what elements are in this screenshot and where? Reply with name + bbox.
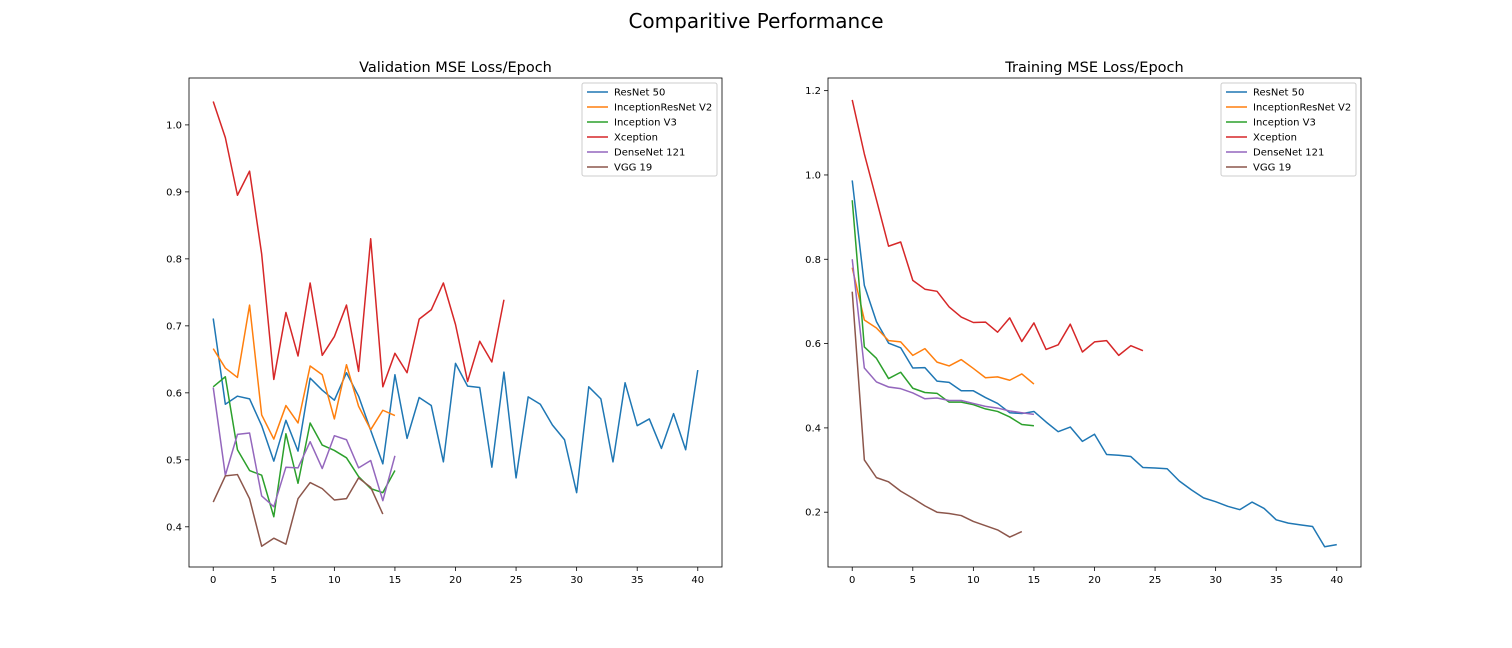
legend-label: Inception V3 <box>1253 118 1316 129</box>
legend-label: DenseNet 121 <box>1253 148 1324 159</box>
y-tick-label: 0.8 <box>805 255 821 266</box>
x-tick-label: 0 <box>849 575 855 586</box>
legend-label: InceptionResNet V2 <box>614 103 712 114</box>
series-line-vgg-19 <box>851 291 1023 538</box>
x-tick-label: 15 <box>1028 575 1041 586</box>
legend-box <box>581 82 718 177</box>
chart-title: Validation MSE Loss/Epoch <box>359 60 552 76</box>
series-line-densenet-121 <box>851 259 1035 416</box>
series-line-inception-v3 <box>851 200 1035 427</box>
legend: ResNet 50 InceptionResNet V2 Inception V3 X… <box>581 82 718 177</box>
y-tick-label: 0.8 <box>166 254 182 265</box>
series-line-xception <box>212 101 505 388</box>
series-line-resnet-50 <box>212 318 699 494</box>
chart-1: Training MSE Loss/Epoch 0 5 10 15 20 25 30 35 40 0… <box>805 60 1362 586</box>
legend-label: InceptionResNet V2 <box>1253 103 1351 114</box>
x-tick-label: 10 <box>328 575 341 586</box>
x-tick-label: 25 <box>1149 575 1162 586</box>
y-tick-label: 0.6 <box>805 339 821 350</box>
x-tick-label: 35 <box>1270 575 1283 586</box>
y-tick-label: 0.4 <box>166 522 182 533</box>
x-tick-label: 0 <box>210 575 216 586</box>
x-tick-label: 25 <box>510 575 523 586</box>
y-tick-label: 1.0 <box>166 120 182 131</box>
x-tick-label: 30 <box>1209 575 1222 586</box>
y-tick-label: 0.4 <box>805 423 821 434</box>
series-line-densenet-121 <box>212 387 396 508</box>
x-tick-label: 10 <box>967 575 980 586</box>
series-line-inceptionresnet-v2 <box>212 304 396 440</box>
y-tick-label: 1.2 <box>805 86 821 97</box>
series-line-resnet-50 <box>851 180 1337 548</box>
x-tick-label: 35 <box>631 575 644 586</box>
x-tick-label: 5 <box>271 575 277 586</box>
series-line-vgg-19 <box>212 473 384 547</box>
legend-label: VGG 19 <box>1253 163 1291 174</box>
x-tick-label: 20 <box>449 575 462 586</box>
y-tick-label: 0.5 <box>166 455 182 466</box>
chart-0: Validation MSE Loss/Epoch 0 5 10 15 20 25 30 35 4… <box>166 60 723 586</box>
legend-label: ResNet 50 <box>614 88 665 99</box>
series-line-xception <box>851 99 1144 357</box>
y-tick-label: 0.6 <box>166 388 182 399</box>
legend-label: VGG 19 <box>614 163 652 174</box>
x-tick-label: 5 <box>910 575 916 586</box>
legend-label: Inception V3 <box>614 118 677 129</box>
y-tick-label: 1.0 <box>805 170 821 181</box>
series-line-inceptionresnet-v2 <box>851 267 1035 385</box>
y-tick-label: 0.9 <box>166 187 182 198</box>
chart-title: Training MSE Loss/Epoch <box>1004 60 1183 76</box>
legend: ResNet 50 InceptionResNet V2 Inception V3 X… <box>1220 82 1357 177</box>
x-tick-label: 30 <box>570 575 583 586</box>
figure-title: Comparitive Performance <box>628 9 883 33</box>
x-tick-label: 40 <box>1330 575 1343 586</box>
legend-label: DenseNet 121 <box>614 148 685 159</box>
legend-label: ResNet 50 <box>1253 88 1304 99</box>
x-tick-label: 20 <box>1088 575 1101 586</box>
legend-box <box>1220 82 1357 177</box>
x-tick-label: 40 <box>691 575 704 586</box>
legend-label: Xception <box>614 133 658 144</box>
legend-label: Xception <box>1253 133 1297 144</box>
y-tick-label: 0.7 <box>166 321 182 332</box>
charts-container: Validation MSE Loss/Epoch 0 5 10 15 20 25 30 35 4… <box>166 60 1362 586</box>
x-tick-label: 15 <box>389 575 402 586</box>
y-tick-label: 0.2 <box>805 508 821 519</box>
